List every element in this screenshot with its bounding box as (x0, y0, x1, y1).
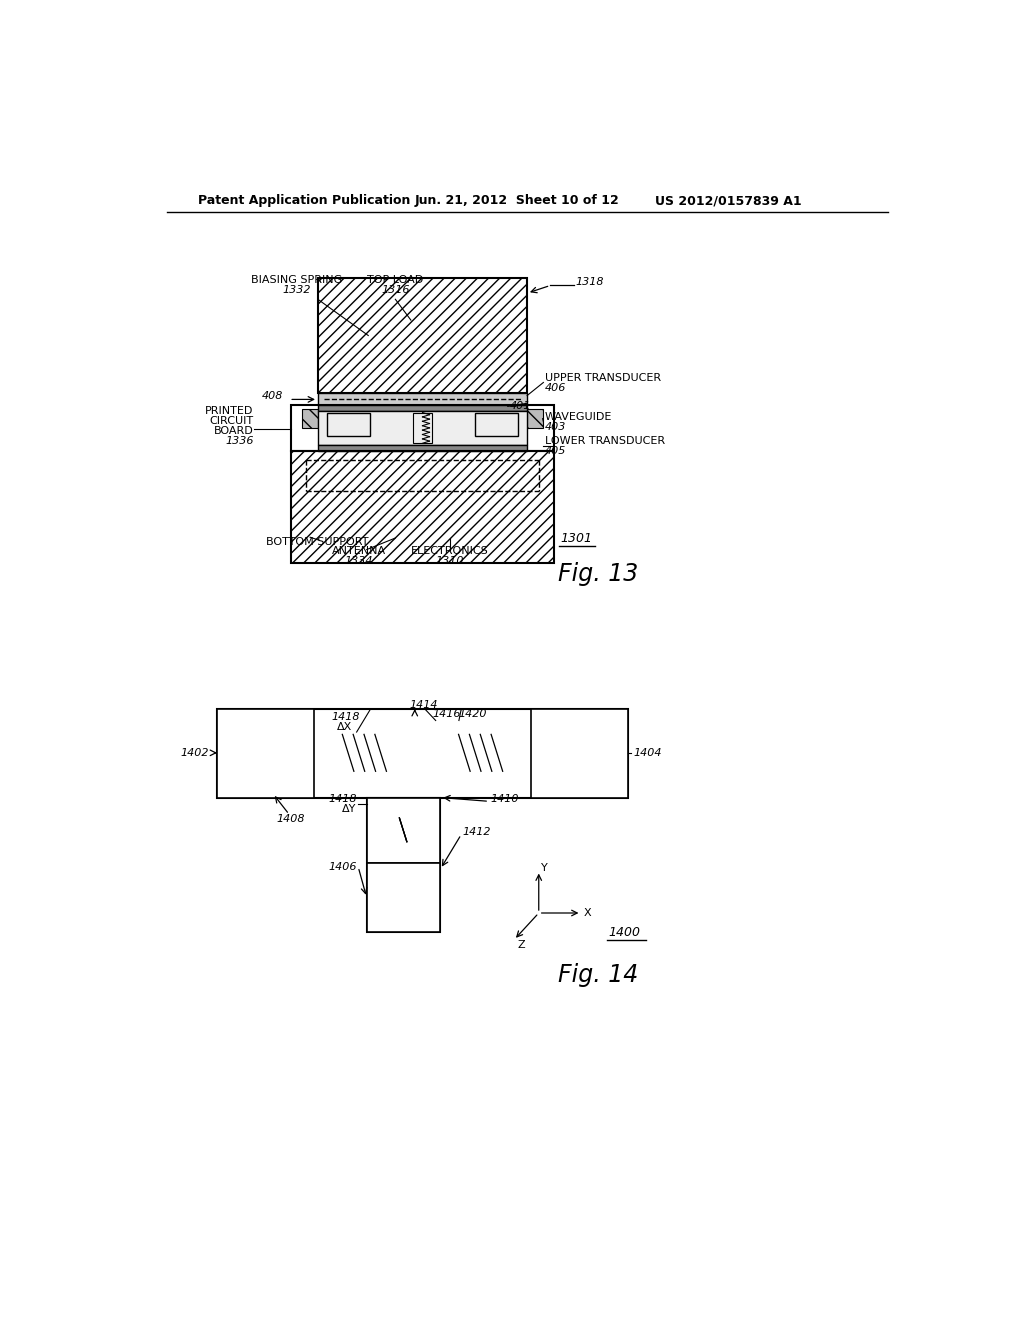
Text: 1336: 1336 (225, 436, 254, 446)
Text: 1301: 1301 (560, 532, 593, 545)
Text: BOTTOM SUPPORT: BOTTOM SUPPORT (266, 537, 369, 546)
Bar (475, 413, 518, 437)
Text: 1410: 1410 (490, 795, 519, 804)
Bar (302, 409, 317, 428)
Bar (317, 393, 527, 405)
Text: 1416: 1416 (432, 709, 461, 719)
Bar (317, 277, 527, 393)
Text: 1408: 1408 (276, 814, 305, 824)
Text: 1406: 1406 (328, 862, 356, 871)
Bar (531, 709, 628, 797)
Bar (291, 405, 554, 451)
Text: CIRCUIT: CIRCUIT (210, 416, 254, 426)
Text: 1332: 1332 (283, 285, 311, 296)
Bar (291, 451, 554, 562)
Text: ELECTRONICS: ELECTRONICS (411, 546, 488, 556)
Text: BOARD: BOARD (214, 426, 254, 436)
Bar (367, 863, 440, 932)
Text: 1402: 1402 (181, 748, 209, 758)
Bar (291, 451, 554, 562)
Text: Jun. 21, 2012  Sheet 10 of 12: Jun. 21, 2012 Sheet 10 of 12 (415, 194, 620, 207)
Text: TOP LOAD: TOP LOAD (368, 275, 424, 285)
Text: BIASING SPRING: BIASING SPRING (251, 275, 343, 285)
Bar (317, 405, 527, 411)
Text: 401: 401 (509, 401, 530, 412)
Bar (317, 411, 527, 445)
Text: 1400: 1400 (608, 925, 640, 939)
Text: Fig. 13: Fig. 13 (558, 562, 638, 586)
Bar (217, 709, 314, 797)
Text: ΔY: ΔY (342, 804, 356, 814)
Bar (217, 709, 628, 797)
Bar (317, 277, 527, 393)
Bar (414, 412, 432, 444)
Text: Z: Z (517, 940, 524, 950)
Text: 1414: 1414 (410, 700, 438, 710)
Bar (367, 797, 440, 932)
Text: ΔX: ΔX (337, 722, 352, 731)
Bar (527, 409, 543, 428)
Text: 1334: 1334 (345, 556, 373, 566)
Text: 406: 406 (545, 383, 566, 393)
Text: 1310: 1310 (435, 556, 464, 566)
Text: 405: 405 (545, 446, 566, 455)
Text: 1418: 1418 (328, 795, 356, 804)
Text: UPPER TRANSDUCER: UPPER TRANSDUCER (545, 372, 662, 383)
Text: ANTENNA: ANTENNA (332, 546, 386, 556)
Text: LOWER TRANSDUCER: LOWER TRANSDUCER (545, 436, 665, 446)
Text: WAVEGUIDE: WAVEGUIDE (545, 412, 612, 422)
Text: 1404: 1404 (633, 748, 662, 758)
Text: 408: 408 (261, 391, 283, 400)
Bar (475, 413, 518, 437)
Text: US 2012/0157839 A1: US 2012/0157839 A1 (655, 194, 802, 207)
Text: 1316: 1316 (381, 285, 410, 296)
Text: Fig. 14: Fig. 14 (558, 962, 638, 986)
Bar (328, 413, 370, 437)
Text: 1318: 1318 (575, 277, 604, 286)
Bar (367, 797, 440, 863)
Text: X: X (584, 908, 591, 917)
Text: 1412: 1412 (463, 828, 492, 837)
Text: 1420: 1420 (459, 709, 487, 719)
Text: Y: Y (541, 863, 548, 874)
Bar (328, 413, 370, 437)
Text: Patent Application Publication: Patent Application Publication (198, 194, 411, 207)
Text: 1418: 1418 (331, 711, 359, 722)
Bar (317, 445, 527, 451)
Text: PRINTED: PRINTED (205, 407, 254, 416)
Text: 403: 403 (545, 422, 566, 432)
